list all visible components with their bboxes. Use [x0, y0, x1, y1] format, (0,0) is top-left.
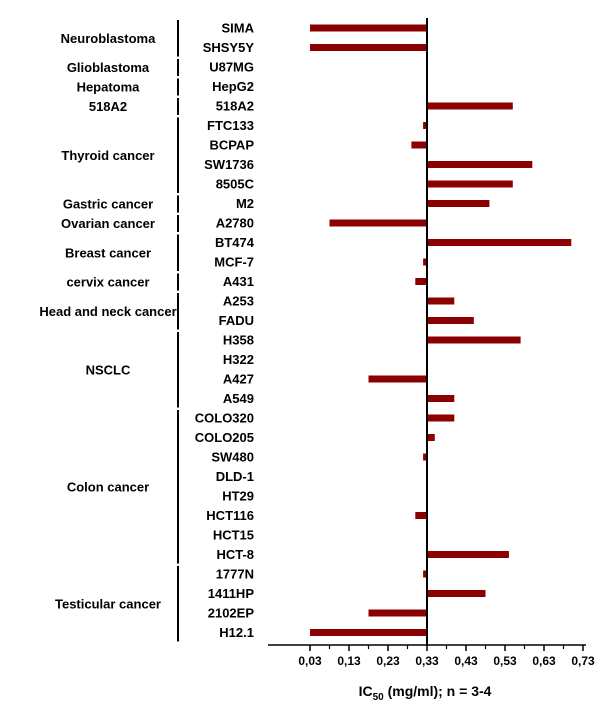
category-label: SHSY5Y	[203, 40, 255, 55]
bar-sima	[310, 24, 427, 32]
category-label: FTC133	[207, 118, 254, 133]
group-label: Head and neck cancer	[39, 304, 176, 319]
bar-bt474	[427, 239, 572, 246]
x-axis-title-main: IC	[359, 683, 373, 699]
category-label: A549	[223, 391, 254, 406]
bar-sw480	[423, 453, 427, 461]
group-label: Testicular cancer	[55, 596, 161, 611]
bars	[310, 24, 572, 636]
bar-1777n	[423, 570, 427, 578]
category-label: 2102EP	[208, 606, 255, 621]
category-label: HCT15	[213, 528, 254, 543]
category-label: A427	[223, 372, 254, 387]
category-label: FADU	[219, 313, 254, 328]
bar-a253	[427, 297, 455, 305]
x-tick-label: 0,33	[415, 654, 439, 668]
category-label: HepG2	[212, 79, 254, 94]
category-label: A253	[223, 294, 254, 309]
group-label: Gastric cancer	[63, 197, 153, 212]
category-label: COLO320	[195, 411, 254, 426]
bar-sw1736	[427, 161, 533, 168]
x-tick-label: 0,63	[532, 654, 556, 668]
group-label: Colon cancer	[67, 479, 149, 494]
x-axis-title-rest: (mg/ml); n = 3-4	[384, 683, 492, 699]
x-axis-title-subscript: 50	[373, 692, 385, 703]
category-label: A431	[223, 274, 254, 289]
category-label: SIMA	[222, 21, 255, 36]
bar-shsy5y	[310, 44, 427, 51]
x-tick-label: 0,13	[337, 654, 361, 668]
group-label: 518A2	[89, 99, 127, 114]
category-label: BT474	[215, 235, 255, 250]
x-axis: 0,03 0,13 0,23 0,33 0,43 0,53 0,63 0,73	[268, 18, 595, 668]
bar-8505c	[427, 180, 513, 188]
category-label: 518A2	[216, 99, 254, 114]
group-label: Thyroid cancer	[61, 148, 154, 163]
category-label: M2	[236, 196, 254, 211]
bar-a427	[368, 375, 427, 383]
category-label: SW480	[211, 450, 254, 465]
group-label: NSCLC	[86, 362, 131, 377]
category-label: HT29	[222, 489, 254, 504]
category-label: MCF-7	[214, 255, 254, 270]
x-tick-label: 0,43	[454, 654, 478, 668]
group-label: Breast cancer	[65, 245, 151, 260]
x-tick-label: 0,23	[376, 654, 400, 668]
x-axis-title: IC50 (mg/ml); n = 3-4	[359, 683, 492, 703]
bar-bcpap	[411, 141, 427, 149]
cell-line-labels: SIMA SHSY5Y U87MG HepG2 518A2 FTC133 BCPAP SW17…	[195, 21, 255, 641]
group-label: Glioblastoma	[67, 60, 150, 75]
x-tick-label: 0,53	[493, 654, 517, 668]
category-label: DLD-1	[216, 469, 254, 484]
bar-1411hp	[427, 590, 486, 597]
category-label: 1411HP	[208, 586, 255, 601]
bar-a549	[427, 395, 455, 402]
category-label: HCT116	[206, 508, 254, 523]
category-label: U87MG	[209, 60, 254, 75]
category-label: H358	[223, 333, 254, 348]
bar-518a2	[427, 102, 513, 110]
category-label: H12.1	[219, 625, 254, 640]
bar-a431	[415, 278, 427, 285]
bar-2102ep	[368, 609, 427, 617]
bar-h358	[427, 336, 521, 344]
x-tick-label: 0,03	[298, 654, 322, 668]
group-labels: Neuroblastoma Glioblastoma Hepatoma 518A2 Th…	[39, 20, 179, 642]
bar-h12-1	[310, 629, 427, 636]
group-label: Ovarian cancer	[61, 216, 155, 231]
bar-colo205	[427, 434, 435, 441]
bar-a2780	[329, 219, 427, 227]
category-label: H322	[223, 352, 254, 367]
category-label: BCPAP	[209, 138, 254, 153]
category-label: COLO205	[195, 430, 254, 445]
category-label: 8505C	[216, 177, 255, 192]
bar-ftc133	[423, 122, 427, 129]
group-label: Hepatoma	[77, 80, 141, 95]
category-label: SW1736	[204, 157, 254, 172]
category-label: HCT-8	[216, 547, 254, 562]
group-label: cervix cancer	[66, 275, 149, 290]
category-label: A2780	[216, 216, 254, 231]
bar-mcf-7	[423, 258, 427, 266]
bar-fadu	[427, 317, 474, 324]
bar-colo320	[427, 414, 455, 422]
bar-m2	[427, 200, 490, 207]
category-label: 1777N	[216, 567, 254, 582]
group-label: Neuroblastoma	[61, 31, 156, 46]
bar-hct-8	[427, 551, 509, 558]
x-tick-label: 0,73	[571, 654, 595, 668]
bar-hct116	[415, 512, 427, 519]
